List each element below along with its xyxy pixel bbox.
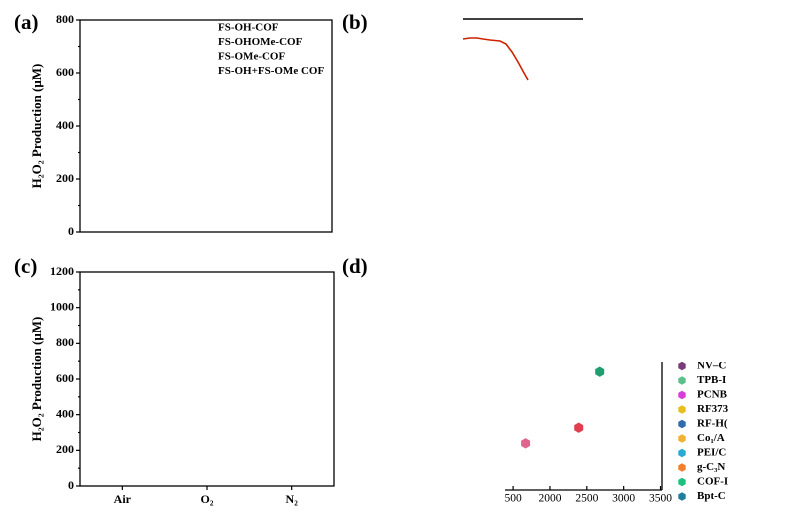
panel-label: (d) [342,254,368,278]
x-tick-label: 3000 [612,493,635,505]
x-tick-label: 3500 [649,493,672,505]
legend-marker [678,434,686,443]
y-tick-label: 600 [56,65,74,79]
plot-frame [79,19,333,233]
legend-label: FS-OHOMe-COF [218,36,303,48]
y-axis-label: H₂O₂ Production (μM) [29,64,44,189]
x-tick-label: N₂ [286,492,299,506]
legend-marker [678,405,686,414]
y-tick-label: 400 [56,118,74,132]
y-tick-label: 800 [56,335,74,349]
y-tick-label: 400 [56,406,74,420]
y-axis-label: H₂O₂ Production (μM) [29,317,44,442]
y-tick-label: 600 [56,371,74,385]
x-tick-label: Air [114,492,132,506]
x-tick-label: 500 [504,493,522,505]
scatter-point [574,422,584,433]
legend-label: TPB-I [697,374,726,386]
y-tick-label: 0 [68,224,74,238]
legend-label: FS-OH-COF [218,22,279,34]
legend-label: PEI/C [697,447,726,459]
legend-marker [678,448,686,458]
legend-marker [678,390,686,400]
legend-marker [678,376,686,385]
y-tick-label: 800 [56,12,74,26]
panel-b-curve [462,37,529,81]
y-tick-label: 1200 [50,264,74,278]
legend-label: FS-OMe-COF [218,51,285,63]
legend-marker [678,419,686,429]
legend-label: PCNB [697,389,728,401]
legend-label: FS-OH+FS-OMe COF [218,65,324,77]
legend-label: RF373 [697,403,729,415]
plot-frame [79,271,335,487]
y-tick-label: 200 [56,171,74,185]
legend-label: g-C₃N [697,461,725,473]
legend-label: Co₁/A [697,432,725,444]
scatter-point [595,366,605,377]
legend-marker [678,463,686,472]
legend-marker [678,492,686,501]
y-tick-label: 1000 [50,299,74,313]
y-tick-label: 0 [68,478,74,492]
legend-marker [678,477,686,487]
legend-marker [678,362,686,371]
x-tick-label: 2000 [538,493,561,505]
x-tick-label: 2500 [575,493,598,505]
legend-label: RF-H( [697,418,728,430]
legend-label: COF-I [697,476,728,488]
legend-label: Bpt-C [697,490,726,502]
x-tick-label: O₂ [201,492,214,506]
scatter-point [521,438,531,449]
panel-label: (b) [342,10,368,34]
y-tick-label: 200 [56,442,74,456]
panel-label: (a) [14,10,39,34]
panel-d: 500 2000 2500 3000 3500 NV–C TPB-I PCNB RF373 RF-… [504,360,729,505]
legend-label: NV–C [697,360,726,372]
panel-label: (c) [14,254,37,278]
